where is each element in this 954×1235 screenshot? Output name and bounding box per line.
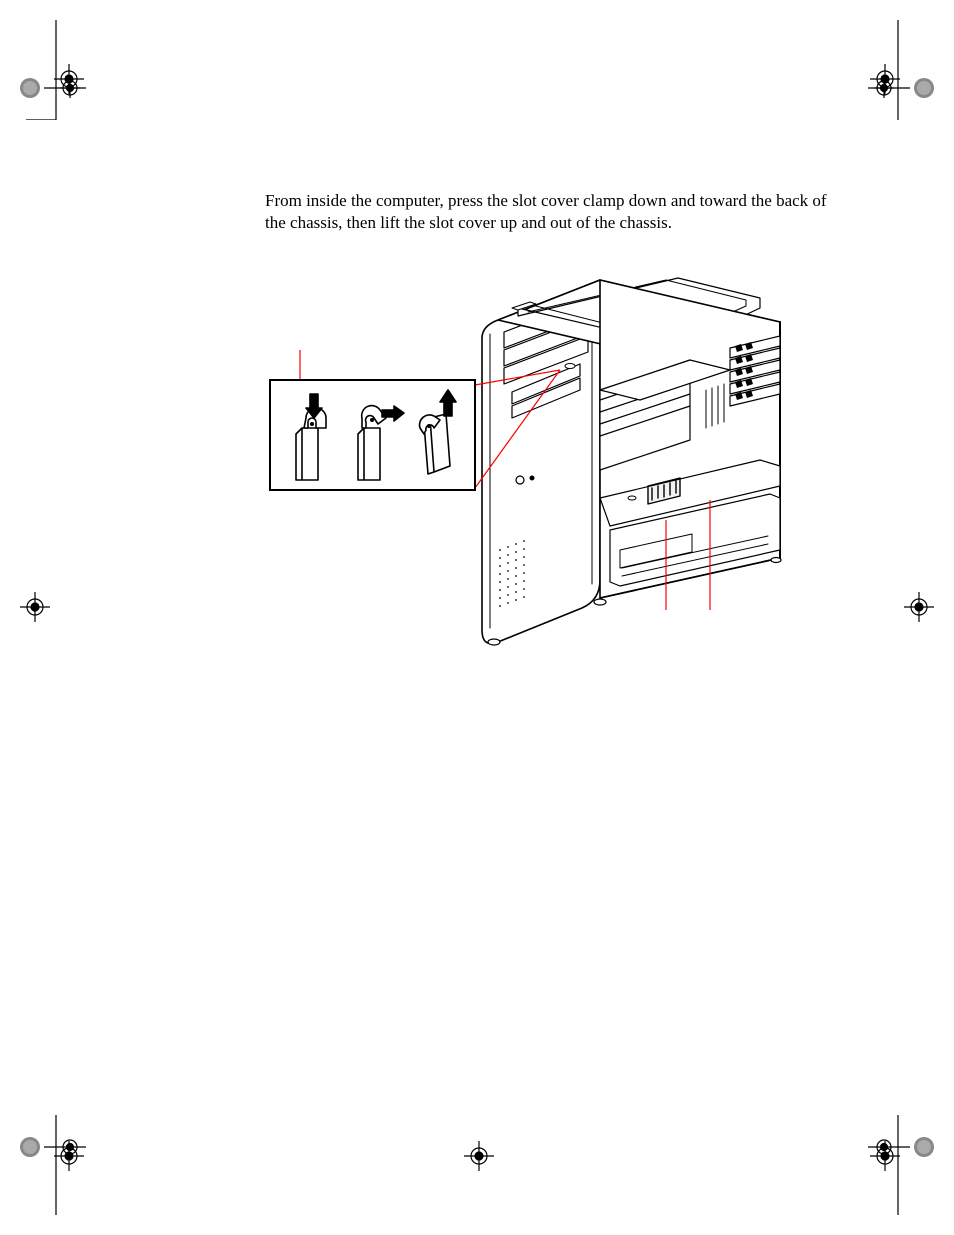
chassis-diagram [260, 250, 830, 670]
page-content: From inside the computer, press the slot… [90, 90, 864, 1145]
instruction-paragraph: From inside the computer, press the slot… [265, 190, 835, 234]
crosshair-right [896, 584, 942, 630]
crosshair-left [12, 584, 58, 630]
crosshair-lower-left-inner [46, 1133, 92, 1179]
crosshair-upper-left-inner [46, 56, 92, 102]
crosshair-upper-right-inner [862, 56, 908, 102]
crosshair-lower-right-inner [862, 1133, 908, 1179]
